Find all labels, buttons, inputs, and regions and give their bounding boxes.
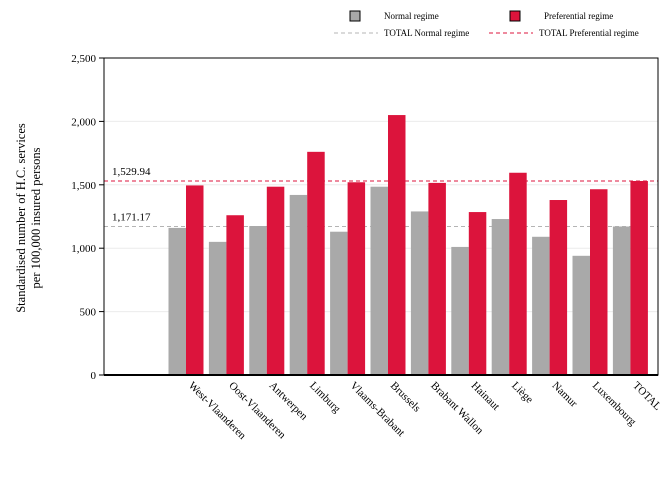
- bars: [168, 115, 648, 375]
- bar-normal-0: [168, 227, 186, 375]
- x-tick-label-7: Hainaut: [469, 380, 502, 413]
- bar-normal-3: [289, 194, 308, 375]
- legend-label-total-normal: TOTAL Normal regime: [384, 28, 469, 38]
- bar-preferential-2: [266, 186, 285, 375]
- y-axis-label-line-2: per 100,000 insured persons: [29, 147, 43, 288]
- bar-preferential-8: [509, 172, 527, 375]
- x-tick-label-8: Liège: [509, 380, 535, 406]
- bar-preferential-5: [388, 115, 406, 375]
- y-tick-label-3: 1,500: [71, 180, 96, 192]
- bar-normal-1: [208, 241, 227, 375]
- bar-normal-6: [410, 211, 429, 375]
- bar-preferential-7: [468, 212, 487, 375]
- x-tick-label-9: Namur: [549, 380, 579, 410]
- axes: [103, 57, 659, 376]
- legend-swatch-normal: [349, 10, 361, 22]
- x-tick-label-11: TOTAL: [630, 380, 663, 413]
- bar-preferential-10: [590, 189, 608, 375]
- legend-label-normal: Normal regime: [384, 11, 439, 21]
- y-tick-label-1: 500: [80, 307, 97, 319]
- bar-preferential-0: [186, 185, 204, 375]
- bar-normal-2: [249, 226, 267, 375]
- bar-preferential-6: [428, 182, 446, 375]
- bar-normal-9: [532, 236, 550, 375]
- bar-normal-10: [572, 255, 590, 375]
- reference-value-label-0: 1,171.17: [112, 211, 151, 223]
- x-tick-label-3: Limburg: [307, 380, 343, 416]
- legend-swatch-preferential: [509, 10, 521, 22]
- y-tick-label-0: 0: [91, 370, 97, 382]
- bar-preferential-3: [307, 151, 325, 375]
- bar-preferential-4: [347, 182, 366, 375]
- legend-label-preferential: Preferential regime: [544, 11, 613, 21]
- bar-normal-4: [330, 231, 348, 375]
- y-tick-label-5: 2,500: [71, 53, 96, 65]
- reference-value-label-1: 1,529.94: [112, 166, 151, 178]
- bar-normal-7: [451, 246, 469, 375]
- bar-preferential-9: [549, 200, 568, 375]
- legend: Normal regime Preferential regime TOTAL No…: [334, 10, 639, 38]
- bar-preferential-11: [630, 181, 648, 375]
- legend-label-total-preferential: TOTAL Preferential regime: [539, 28, 639, 38]
- x-ticks: West-VlaanderenOost-VlaanderenAntwerpenL…: [186, 380, 664, 443]
- y-tick-label-4: 2,000: [71, 116, 96, 128]
- y-ticks: 0 500 1,000 1,500 2,000 2,500: [71, 53, 104, 382]
- x-tick-label-2: Antwerpen: [267, 380, 310, 423]
- bar-normal-8: [491, 219, 510, 375]
- bar-preferential-1: [226, 215, 244, 375]
- x-tick-label-5: Brussels: [388, 380, 423, 415]
- y-tick-label-2: 1,000: [71, 243, 96, 255]
- bar-normal-5: [370, 186, 388, 375]
- bar-normal-11: [612, 226, 631, 375]
- y-axis-label-line-1: Standardised number of H.C. services: [14, 123, 28, 313]
